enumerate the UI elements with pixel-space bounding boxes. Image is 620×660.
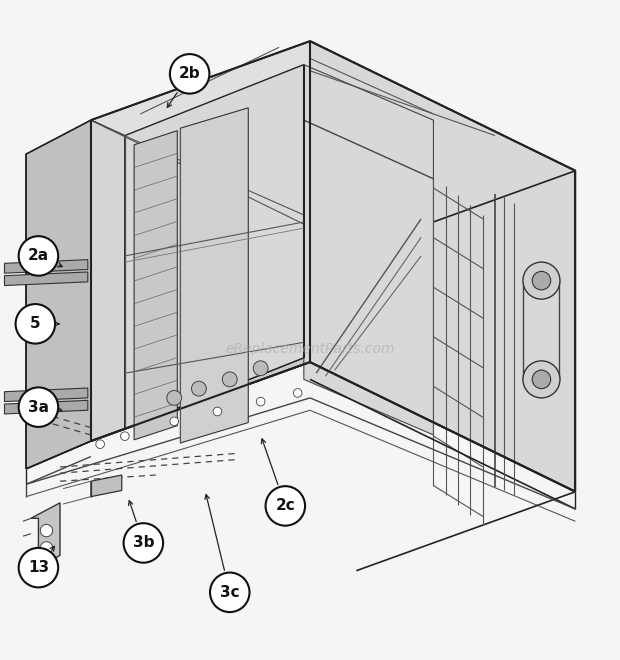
Circle shape [96, 440, 104, 449]
Circle shape [523, 361, 560, 398]
Circle shape [256, 397, 265, 406]
Circle shape [16, 304, 55, 344]
Text: 5: 5 [30, 316, 41, 331]
Text: 3c: 3c [220, 585, 239, 600]
Polygon shape [4, 272, 88, 286]
Circle shape [19, 548, 58, 587]
Circle shape [253, 361, 268, 376]
Polygon shape [4, 401, 88, 414]
Circle shape [265, 486, 305, 525]
Polygon shape [91, 358, 310, 441]
Circle shape [40, 525, 53, 537]
Text: 2c: 2c [275, 498, 295, 513]
Text: 3a: 3a [28, 400, 49, 414]
Text: 2a: 2a [28, 248, 49, 263]
Text: 13: 13 [28, 560, 49, 575]
Circle shape [532, 370, 551, 389]
Polygon shape [134, 131, 177, 440]
Circle shape [170, 54, 210, 94]
Polygon shape [4, 259, 88, 273]
Polygon shape [31, 503, 60, 568]
Circle shape [19, 387, 58, 427]
Circle shape [167, 391, 182, 405]
Text: 3b: 3b [133, 535, 154, 550]
Polygon shape [125, 65, 304, 429]
Polygon shape [180, 108, 248, 443]
Polygon shape [91, 41, 575, 249]
Circle shape [170, 417, 179, 426]
Circle shape [19, 236, 58, 276]
Text: 2b: 2b [179, 67, 200, 81]
Polygon shape [91, 120, 125, 441]
Polygon shape [4, 388, 88, 401]
Circle shape [213, 407, 222, 416]
Circle shape [192, 381, 206, 396]
Circle shape [120, 432, 129, 440]
Circle shape [40, 542, 53, 554]
Circle shape [293, 389, 302, 397]
Polygon shape [26, 120, 91, 469]
Circle shape [532, 271, 551, 290]
Polygon shape [91, 475, 122, 496]
Text: eReplacementParts.com: eReplacementParts.com [225, 341, 395, 356]
Polygon shape [304, 65, 433, 435]
Polygon shape [310, 41, 575, 492]
Circle shape [523, 262, 560, 299]
Circle shape [123, 523, 163, 563]
Circle shape [210, 573, 249, 612]
Circle shape [223, 372, 237, 387]
